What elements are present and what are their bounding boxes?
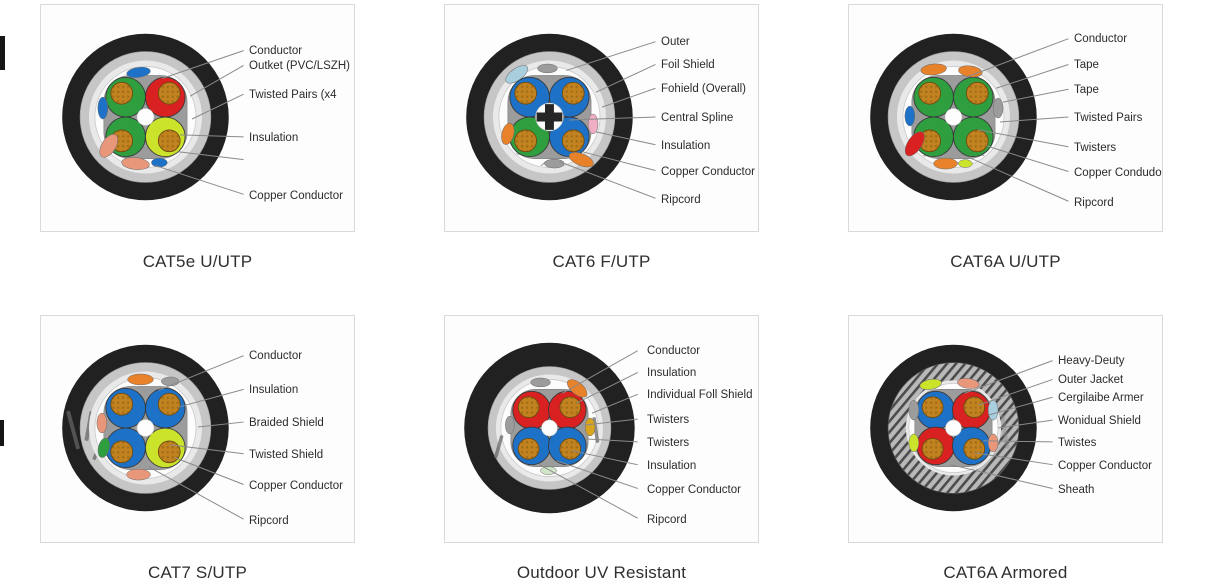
panel-title: CAT6 F/UTP (552, 252, 651, 271)
leader-lines (148, 355, 244, 520)
diagram-canvas: Conductor Tape Tape Twisted Pairs Twiste… (848, 4, 1163, 232)
panel-title: CAT5e U/UTP (142, 252, 253, 271)
diagram-canvas: Conductor Outket (PVC/LSZH) Twisted Pair… (40, 4, 355, 232)
jacket-print-marks (66, 410, 80, 450)
diagram-label: Central Spline (661, 112, 734, 124)
diagram-grid: Conductor Outket (PVC/LSZH) Twisted Pair… (40, 4, 1163, 586)
panel-title: CAT7 S/UTP (148, 563, 247, 582)
panel-title: CAT6A U/UTP (950, 252, 1061, 271)
panel-cat5e-uutp: Conductor Outket (PVC/LSZH) Twisted Pair… (40, 4, 355, 315)
twisted-pairs (904, 63, 1004, 170)
diagram-label: Conductor (647, 345, 701, 357)
twisted-pairs (908, 378, 999, 467)
diagram-label: Outer (661, 36, 690, 48)
diagram-label: Copper Conductor (647, 484, 741, 496)
diagram-label: Heavy-Deuty (1058, 355, 1125, 367)
diagram-label: Individual Foll Shield (647, 389, 753, 401)
diagram-label: Twistes (1058, 437, 1097, 449)
diagram-label: Ripcord (661, 194, 701, 206)
diagram-label: Copper Conductor (661, 166, 755, 178)
diagram-label: Tape (1074, 84, 1099, 96)
cable-cross-section (870, 344, 1053, 512)
leader-lines (539, 350, 638, 519)
twisted-pairs (97, 66, 188, 170)
diagram-label: Twisters (647, 437, 690, 449)
diagram-label: Twisted Pairs (x4 (249, 89, 337, 101)
diagram-label: Copper Conductor (1058, 460, 1152, 472)
diagram-canvas: Conductor Insulation Braided Shield Twis… (40, 315, 355, 543)
cable-cross-section (464, 342, 638, 519)
diagram-label: Outket (PVC/LSZH) (249, 60, 350, 72)
edge-artifact (0, 420, 4, 446)
diagram-label: Braided Shield (249, 417, 324, 429)
diagram-label: Ripcord (1074, 197, 1114, 209)
panel-cat6-futp: Outer Foil Shield Fohield (Overall) Cent… (444, 4, 759, 315)
diagram-label: Cergilaibe Armer (1058, 392, 1144, 404)
panel-title: Outdoor UV Resistant (516, 563, 687, 582)
leader-lines (155, 50, 244, 195)
diagram-label: Ripcord (249, 515, 289, 527)
diagram-label: Copper Condudor (1074, 167, 1163, 179)
diagram-label: Insulation (249, 132, 299, 144)
diagram-label: Tape (1074, 59, 1099, 71)
diagram-label: Twisted Pairs (1074, 112, 1143, 124)
diagram-label: Conductor (249, 45, 303, 57)
leader-lines (950, 360, 1053, 489)
diagram-label: Conductor (1074, 33, 1128, 45)
diagram-label: Sheath (1058, 484, 1095, 496)
diagram-label: Insulation (661, 140, 711, 152)
twisted-pairs (96, 373, 188, 481)
panel-cat6a-uutp: Conductor Tape Tape Twisted Pairs Twiste… (848, 4, 1163, 315)
central-spline-cross (536, 104, 563, 130)
cable-cross-section (62, 344, 244, 520)
panel-title: CAT6A Armored (943, 563, 1068, 582)
panel-cat7-sutp: Conductor Insulation Braided Shield Twis… (40, 315, 355, 586)
diagram-label: Insulation (647, 460, 697, 472)
panel-cat6a-armored: Heavy-Deuty Outer Jacket Cergilaibe Arme… (848, 315, 1163, 586)
leader-lines (559, 41, 656, 199)
cable-cross-section (466, 33, 656, 201)
twisted-pairs (505, 377, 596, 475)
edge-artifact (0, 36, 5, 70)
diagram-label: Copper Conductor (249, 480, 343, 492)
diagram-label: Conductor (249, 350, 303, 362)
cable-cross-section (870, 33, 1069, 202)
diagram-label: Fohield (Overall) (661, 83, 746, 95)
twisted-pairs (501, 63, 599, 169)
diagram-canvas: Outer Foil Shield Fohield (Overall) Cent… (444, 4, 759, 232)
diagram-label: Twisters (1074, 142, 1117, 154)
diagram-label: Copper Conductor (249, 190, 343, 202)
diagram-label: Twisted Shield (249, 449, 324, 461)
diagram-label: Ripcord (647, 514, 687, 526)
diagram-label: Twisters (647, 414, 690, 426)
leader-lines (960, 38, 1069, 202)
diagram-label: Insulation (249, 384, 299, 396)
panel-outdoor-uv: Conductor Insulation Individual Foll Shi… (444, 315, 759, 586)
jacket-print-marks (1000, 415, 1010, 449)
diagram-label: Insulation (647, 367, 697, 379)
diagram-canvas: Conductor Insulation Individual Foll Shi… (444, 315, 759, 543)
diagram-canvas: Heavy-Deuty Outer Jacket Cergilaibe Arme… (848, 315, 1163, 543)
diagram-label: Wonidual Shield (1058, 415, 1141, 427)
diagram-label: Outer Jacket (1058, 374, 1124, 386)
diagram-label: Foil Shield (661, 59, 715, 71)
cable-cross-section (62, 33, 244, 201)
